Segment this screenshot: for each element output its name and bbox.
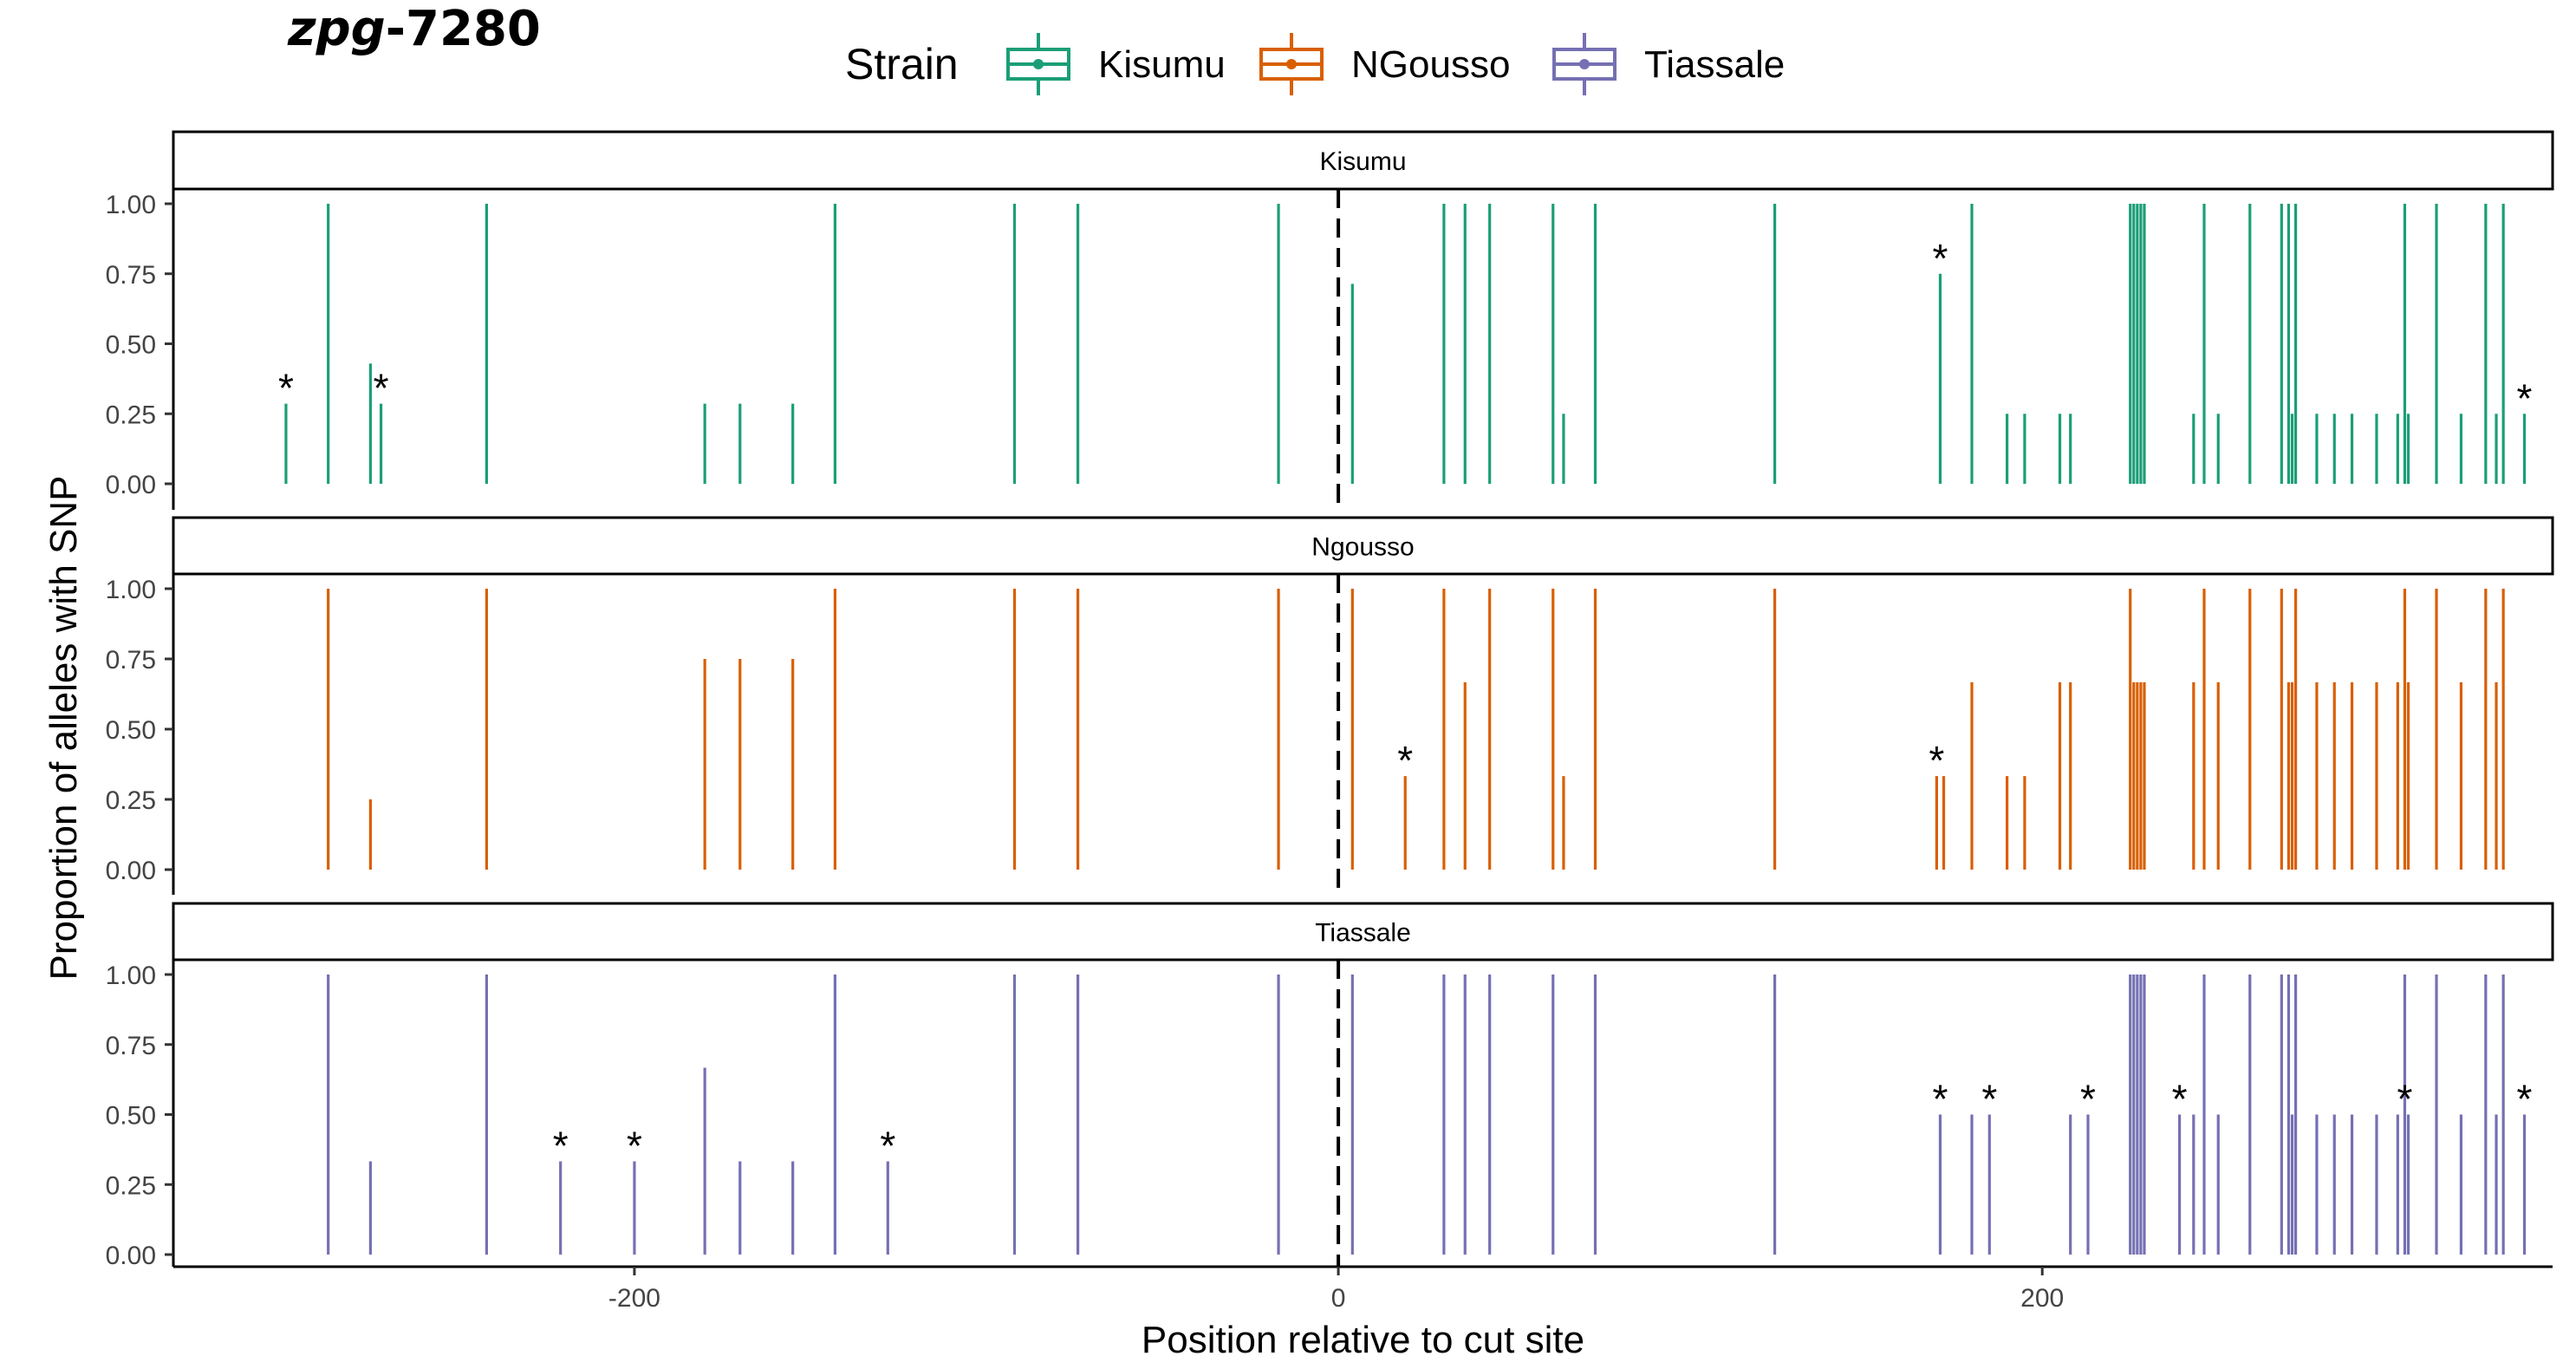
significance-star: * [627,1123,642,1168]
x-tick-label: 200 [2020,1284,2064,1313]
y-tick-label: 0.25 [106,1171,156,1200]
y-tick-label: 0.25 [106,401,156,429]
y-tick-label: 1.00 [106,576,156,604]
y-axis-title: Proportion of alleles with SNP [42,475,85,980]
strip-label: Ngousso [1311,533,1414,562]
x-tick-label: -200 [608,1284,660,1313]
significance-star: * [278,366,294,411]
strip-label: Kisumu [1319,147,1406,176]
significance-star: * [2080,1077,2096,1122]
title-text: zpg-7280 [287,1,541,57]
significance-star: * [2517,1077,2533,1122]
legend-title: Strain [845,40,959,88]
significance-star: * [1929,738,1944,783]
title-gene-number: -7280 [386,1,541,57]
significance-star: * [2172,1077,2188,1122]
legend-label-ngousso: NGousso [1351,43,1510,86]
significance-star: * [1981,1077,1997,1122]
y-tick-label: 1.00 [106,191,156,219]
legend-label-tiassale: Tiassale [1644,43,1785,86]
y-tick-label: 0.75 [106,1032,156,1060]
legend-key-ngousso [1259,33,1324,95]
legend-label-kisumu: Kisumu [1098,43,1226,86]
title-gene-prefix: zpg [287,1,386,57]
significance-star: * [880,1123,895,1168]
y-tick-label: 0.50 [106,331,156,360]
legend-key-kisumu [1006,33,1070,95]
y-tick-label: 0.50 [106,1102,156,1131]
chart-title: zpg-7280 [287,1,541,57]
strip-box [172,902,2554,962]
y-tick-label: 0.00 [106,857,156,885]
significance-star: * [2397,1077,2412,1122]
x-axis-title: Position relative to cut site [1142,1319,1584,1361]
strip-box [172,130,2554,191]
y-tick-label: 0.00 [106,471,156,499]
significance-star: * [1397,738,1413,783]
y-tick-label: 0.75 [106,261,156,290]
y-tick-label: 0.00 [106,1242,156,1270]
y-tick-label: 0.25 [106,786,156,815]
facet-panels: Kisumu * * * * 0.00 0.25 0.50 0.75 1.00 Ngousso * * 0… [106,130,2554,1270]
significance-star: * [553,1123,569,1168]
strip-box [172,516,2554,576]
y-tick-label: 1.00 [106,962,156,990]
y-tick-label: 0.50 [106,716,156,745]
significance-star: * [1932,1077,1948,1122]
strip-label: Tiassale [1315,919,1411,948]
panel-kisumu: Kisumu * * * * 0.00 0.25 0.50 0.75 1.00 [106,130,2554,510]
significance-star: * [2517,375,2533,420]
x-axis: -200 0 200 [173,1265,2553,1313]
y-tick-label: 0.75 [106,646,156,675]
x-tick-label: 0 [1331,1284,1346,1313]
legend-key-tiassale [1552,33,1617,95]
panel-tiassale: Tiassale * * * * * * * * * 0.00 0.25 0.50 0.75 1.00 [106,902,2554,1270]
significance-star: * [374,366,389,411]
legend: Strain Kisumu NGousso Tiassale [845,33,1785,95]
significance-star: * [1932,236,1948,281]
panel-ngousso: Ngousso * * 0.00 0.25 0.50 0.75 1.00 [106,516,2554,895]
